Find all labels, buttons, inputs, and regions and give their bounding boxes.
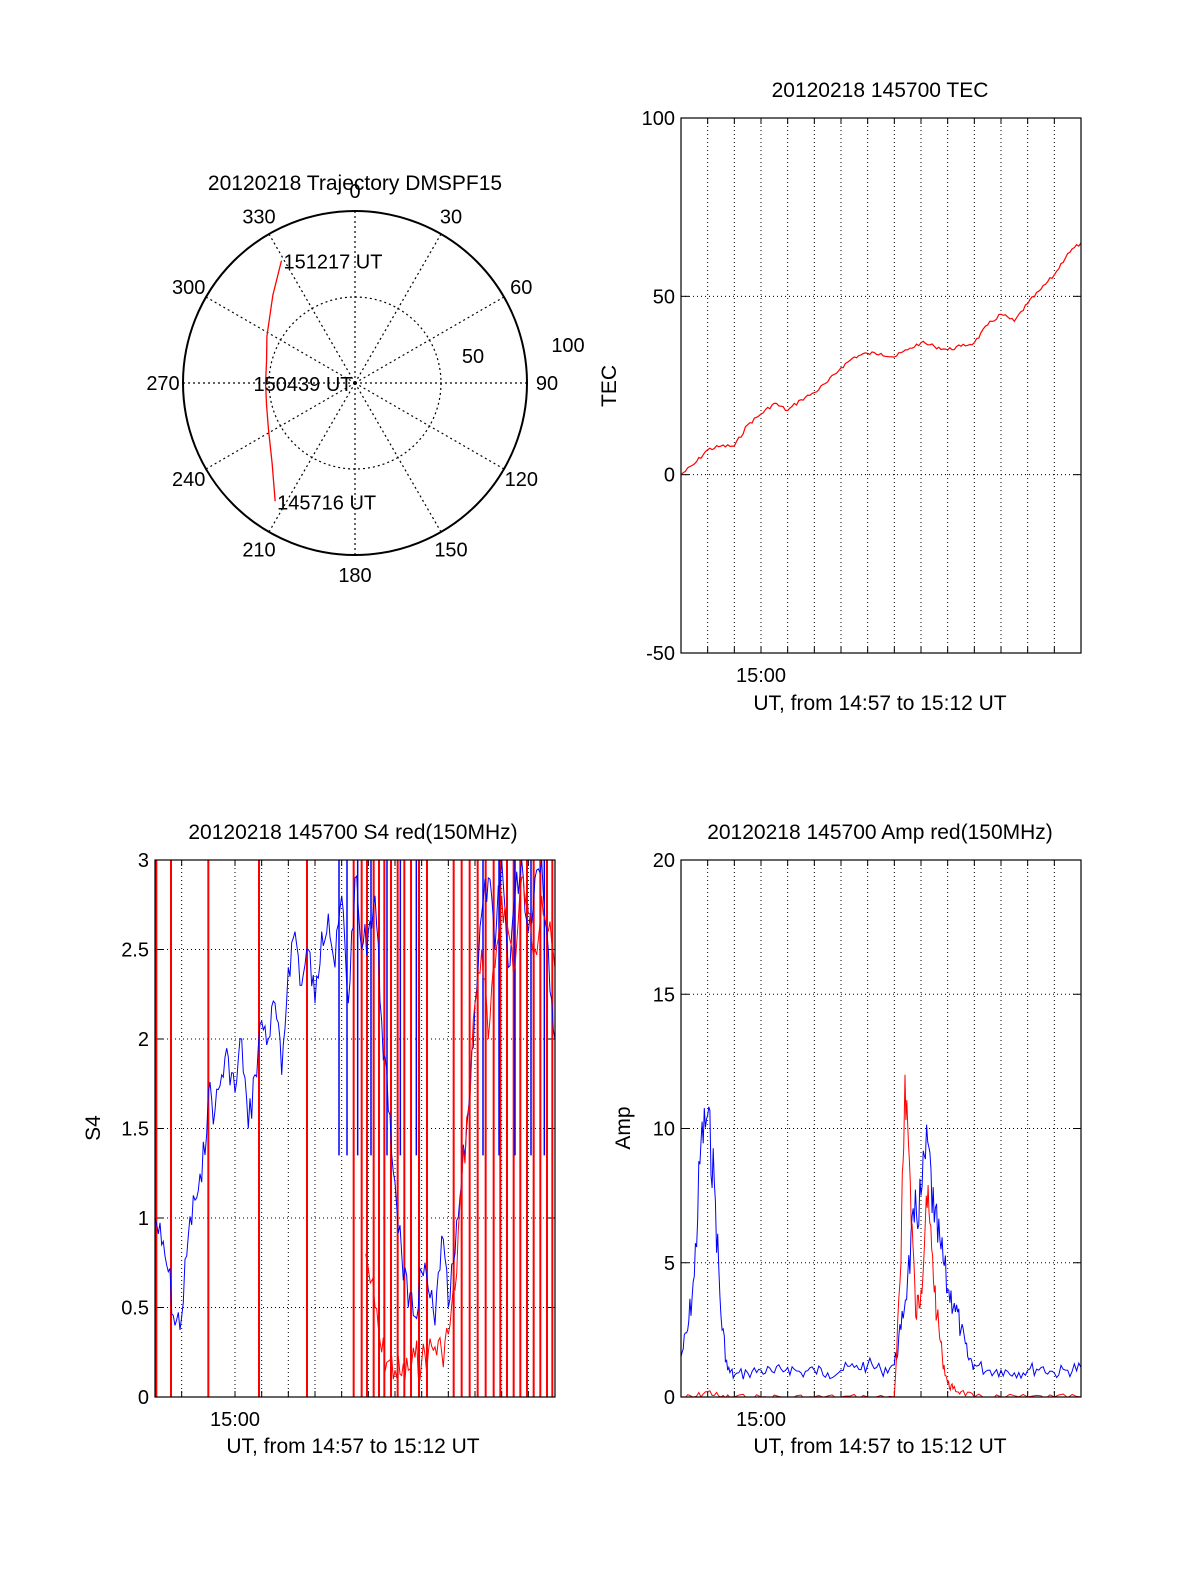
plot-frame: [154, 859, 556, 1398]
polar-radial-tick: 50: [462, 346, 484, 368]
tec-title: 20120218 145700 TEC: [772, 79, 989, 102]
y-tick-label: 1: [138, 1208, 149, 1230]
polar-angle-tick: 240: [172, 469, 205, 491]
s4-ylabel: S4: [82, 1115, 105, 1141]
polar-angle-tick: 0: [349, 181, 360, 203]
red-series-line: [365, 875, 555, 1381]
tec-ylabel: TEC: [598, 365, 621, 407]
amp-panel: 20120218 145700 Amp red(150MHz) 0 5 10 15 20…: [612, 821, 1082, 1458]
trajectory-line: [264, 260, 283, 502]
y-tick-label: 50: [653, 286, 675, 308]
y-tick-label: 2: [138, 1029, 149, 1051]
y-tick-label: 0.5: [121, 1298, 149, 1320]
amp-ylabel: Amp: [612, 1106, 635, 1149]
polar-spoke: [205, 382, 356, 470]
y-tick-label: 0: [664, 465, 675, 487]
y-tick-label: 1.5: [121, 1119, 149, 1141]
series-group: [155, 860, 555, 1397]
series-group: [681, 242, 1081, 476]
tec-panel: 20120218 145700 TEC -50 0 50 100 15:00 UT, f…: [598, 79, 1082, 715]
red-series-line: [681, 1074, 1081, 1397]
polar-angle-tick: 300: [172, 277, 205, 299]
polar-angle-tick: 270: [146, 373, 179, 395]
tec-xlabel: UT, from 14:57 to 15:12 UT: [753, 692, 1006, 715]
polar-spoke: [205, 296, 356, 384]
polar-spoke: [268, 382, 356, 533]
x-tick-label: 15:00: [736, 665, 786, 687]
plot-frame: [680, 117, 1082, 654]
y-tick-label: 100: [642, 108, 675, 130]
blue-series-line: [155, 860, 555, 1330]
y-tick-label: 3: [138, 850, 149, 872]
polar-angle-tick: 210: [242, 539, 275, 561]
series-group: [681, 1074, 1081, 1397]
amp-xlabel: UT, from 14:57 to 15:12 UT: [753, 1435, 1006, 1458]
polar-angle-tick: 150: [434, 539, 467, 561]
polar-spoke: [354, 233, 442, 384]
polar-angle-tick: 120: [505, 469, 538, 491]
trajectory-time-label: 151217 UT: [283, 252, 382, 274]
trajectory-time-label: 150439 UT: [254, 374, 353, 396]
polar-spoke: [354, 382, 442, 533]
polar-angle-tick: 90: [536, 373, 558, 395]
trajectory-panel: 20120218 Trajectory DMSPF15 0 30 60 90 120 15…: [146, 172, 584, 587]
polar-radial-tick: 100: [551, 335, 584, 357]
x-tick-label: 15:00: [210, 1409, 260, 1431]
amp-title: 20120218 145700 Amp red(150MHz): [707, 821, 1053, 844]
plot-frame: [680, 859, 1082, 1398]
trajectory-title: 20120218 Trajectory DMSPF15: [208, 172, 502, 195]
polar-spoke: [354, 382, 505, 470]
s4-xlabel: UT, from 14:57 to 15:12 UT: [226, 1435, 479, 1458]
polar-angle-tick: 330: [242, 207, 275, 229]
polar-spoke: [268, 233, 356, 384]
s4-panel: 20120218 145700 S4 red(150MHz) 0 0.5 1 1.5 2…: [82, 821, 556, 1458]
blue-series-line: [681, 1106, 1081, 1381]
y-tick-label: 20: [653, 850, 675, 872]
polar-angle-tick: 60: [510, 277, 532, 299]
y-tick-label: -50: [646, 643, 675, 665]
polar-angle-tick: 180: [338, 565, 371, 587]
y-tick-label: 2.5: [121, 940, 149, 962]
y-tick-label: 0: [138, 1387, 149, 1409]
trajectory-time-label: 145716 UT: [277, 492, 376, 514]
polar-angle-tick: 30: [440, 207, 462, 229]
y-tick-label: 5: [664, 1253, 675, 1275]
y-tick-label: 10: [653, 1119, 675, 1141]
y-tick-label: 0: [664, 1387, 675, 1409]
x-tick-label: 15:00: [736, 1409, 786, 1431]
red-series-line: [681, 242, 1081, 476]
y-tick-label: 15: [653, 984, 675, 1006]
polar-spoke: [354, 296, 505, 384]
s4-title: 20120218 145700 S4 red(150MHz): [188, 821, 517, 844]
